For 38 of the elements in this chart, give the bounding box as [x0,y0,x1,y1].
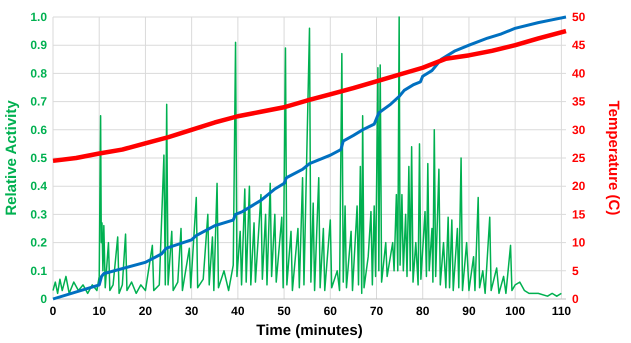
y2-tick-label: 50 [572,10,586,24]
y-tick-label: 0.2 [30,236,48,250]
x-tick-label: 40 [231,304,245,318]
y-tick-label: 0.9 [30,38,48,52]
x-tick-label: 20 [138,304,152,318]
y2-axis-title: Temperature (C) [605,100,622,216]
y-tick-label: 1.0 [30,10,48,24]
y2-tick-label: 10 [572,236,586,250]
x-tick-label: 0 [50,304,57,318]
x-tick-label: 30 [184,304,199,318]
line-series [50,28,568,164]
y2-tick-label: 25 [572,151,586,165]
y-tick-label: 0.8 [30,66,48,80]
y2-tick-label: 45 [572,38,586,52]
y2-tick-label: 20 [572,179,586,194]
y-tick-label: 0.4 [30,179,48,194]
x-tick-label: 90 [462,304,476,318]
y2-tick-label: 0 [572,292,579,306]
y2-tick-label: 5 [572,264,579,278]
x-tick-label: 70 [370,304,384,318]
x-axis-title: Time (minutes) [256,322,363,339]
y-tick-label: 0.5 [30,151,48,165]
y-tick-label: 0 [40,292,48,306]
y2-tick-label: 15 [572,207,586,222]
y-tick-label: 0.7 [30,94,48,109]
y2-tick-label: 40 [572,66,586,80]
x-tick-label: 80 [416,304,430,318]
y-tick-label: 0.6 [30,122,48,137]
x-tick-label: 10 [92,304,106,318]
x-tick-label: 100 [505,304,526,318]
y-tick-label: 0.3 [30,207,48,222]
y2-tick-label: 35 [572,94,586,109]
y2-tick-label: 30 [572,122,586,137]
x-tick-label: 60 [324,304,338,318]
x-tick-label: 110 [552,304,572,318]
y-tick-label: 0.1 [30,264,48,278]
y-axis-title: Relative Activity [3,100,20,216]
x-tick-label: 50 [277,304,292,318]
